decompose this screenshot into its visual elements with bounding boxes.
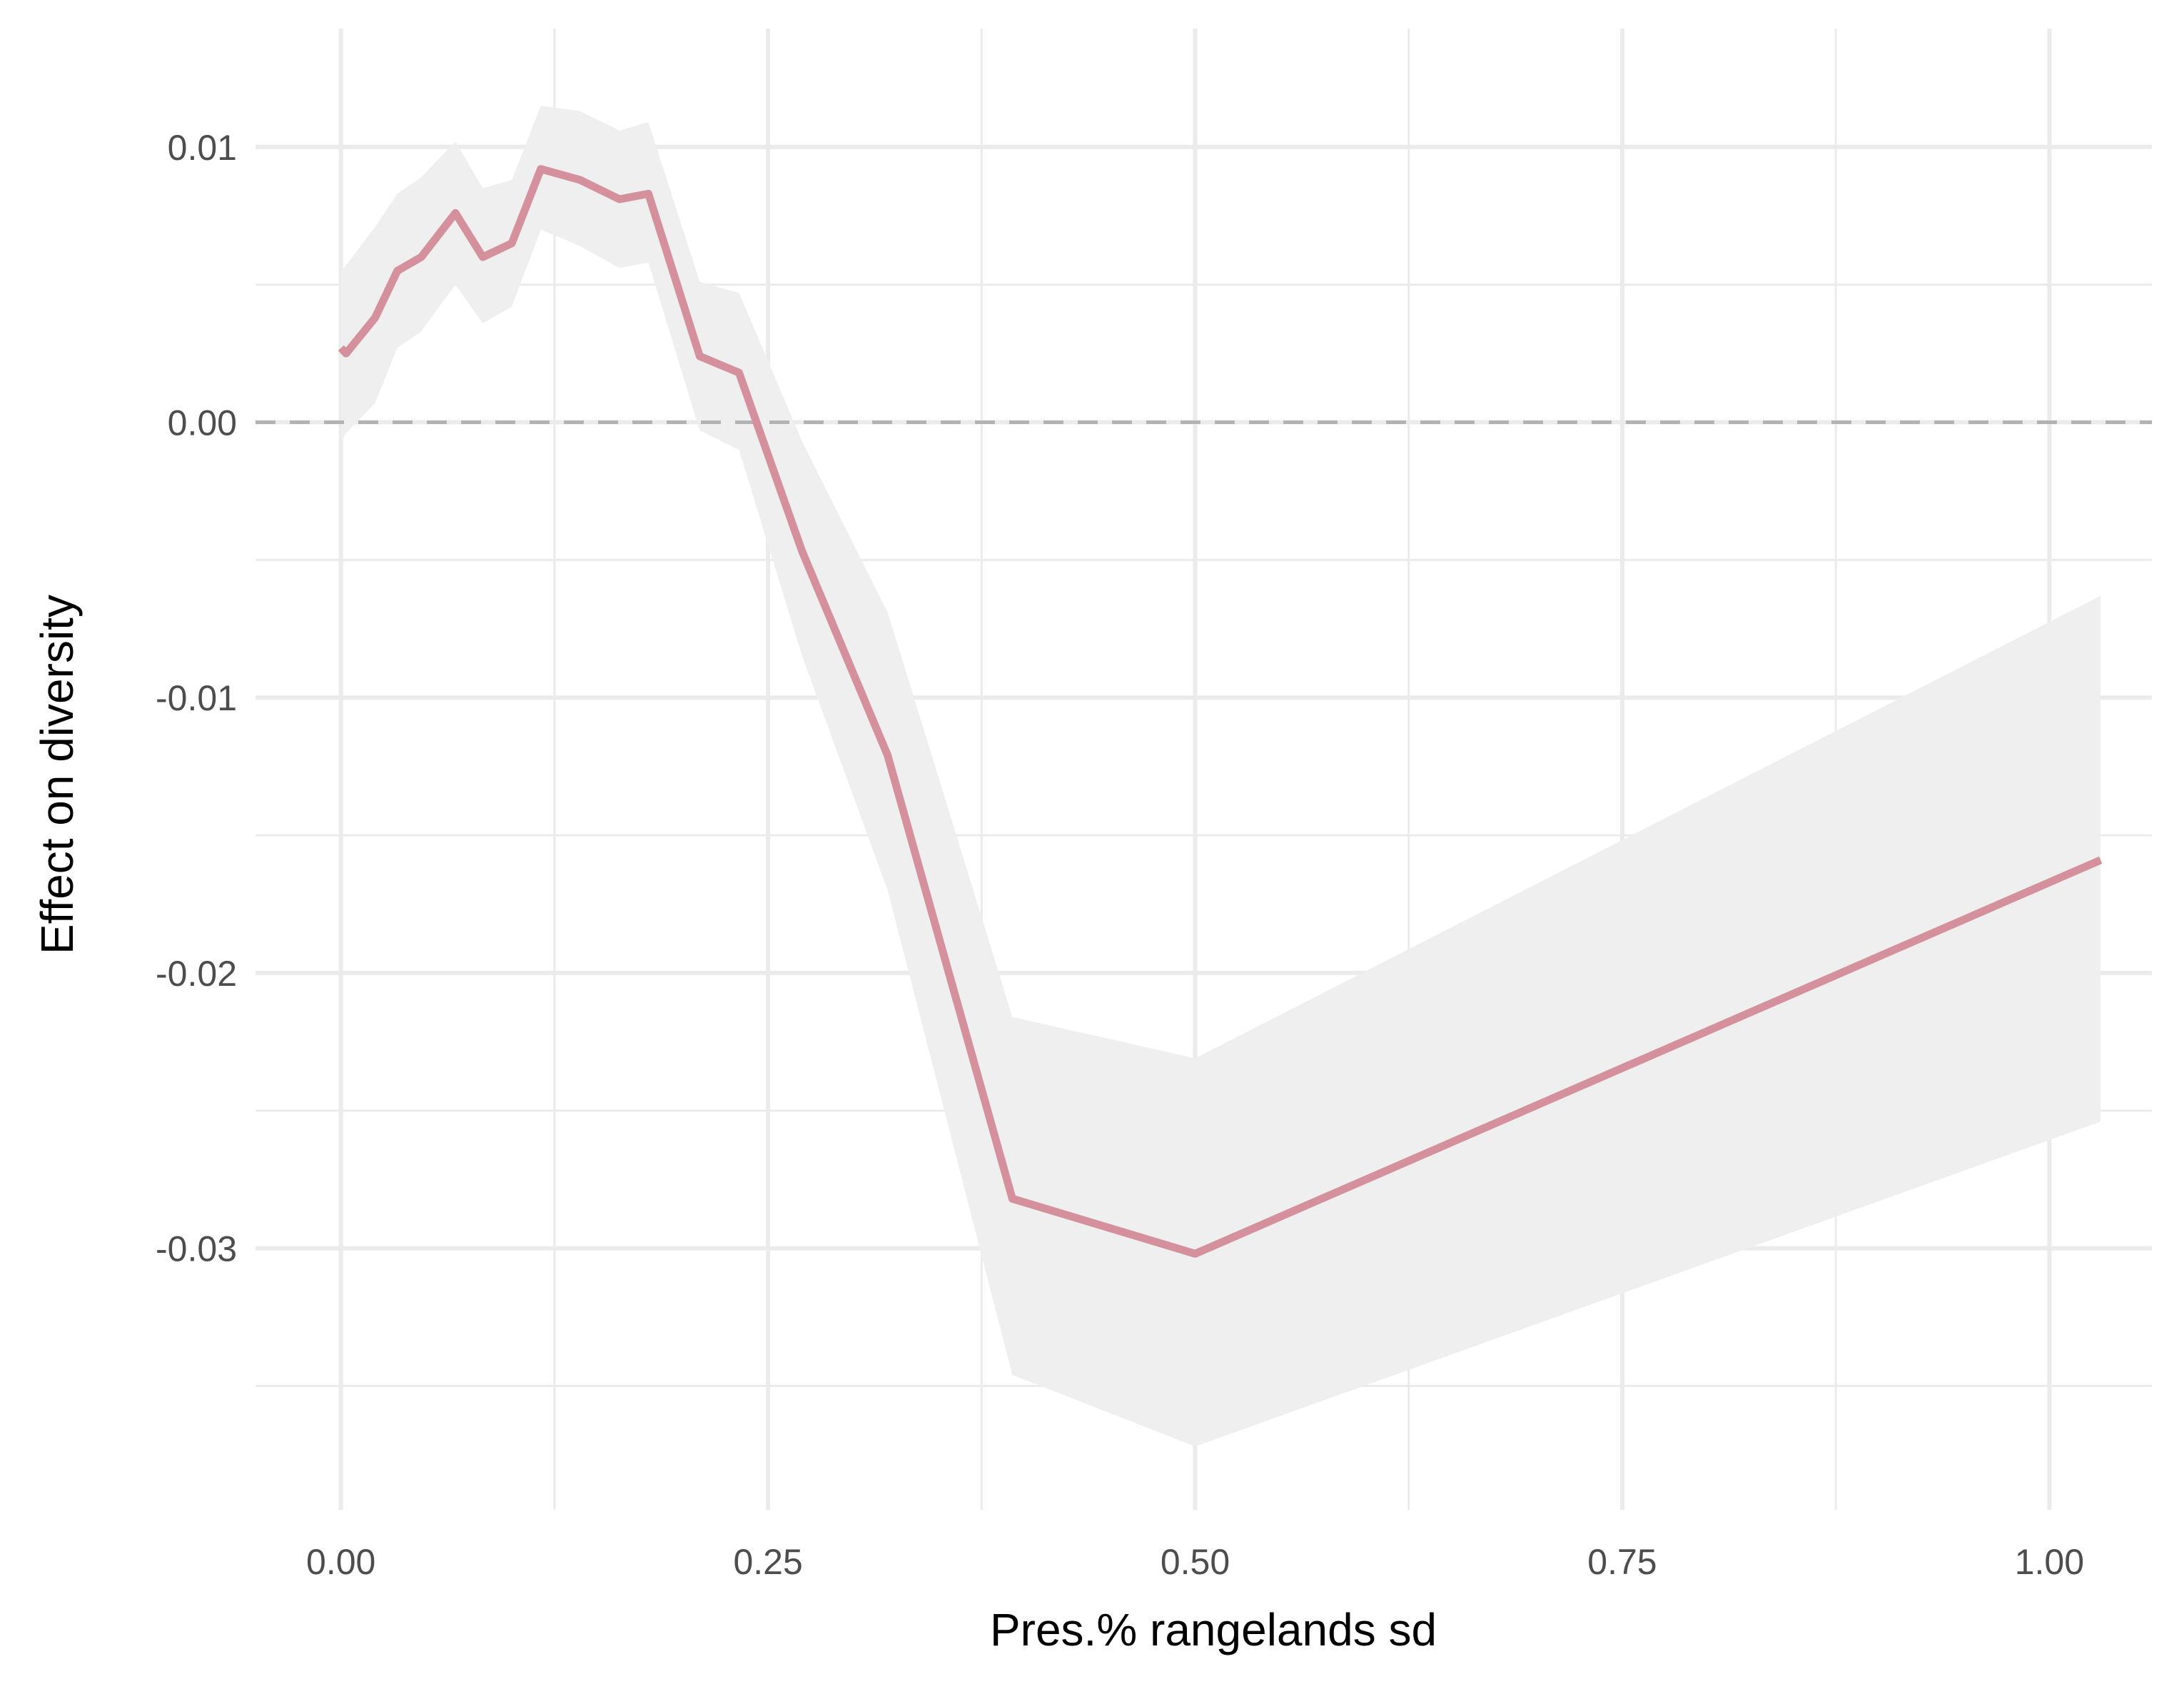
- x-tick-labels: 0.00 0.25 0.50 0.75 1.00: [306, 1542, 2084, 1582]
- y-tick-label: 0.01: [168, 128, 237, 168]
- x-tick-label: 0.50: [1161, 1542, 1230, 1582]
- y-tick-label: -0.03: [156, 1229, 237, 1269]
- x-tick-label: 0.75: [1587, 1542, 1657, 1582]
- x-axis-title: Pres.% rangelands sd: [990, 1604, 1437, 1655]
- y-axis-title: Effect on diversity: [31, 595, 83, 954]
- x-tick-label: 1.00: [2015, 1542, 2084, 1582]
- y-tick-labels: 0.01 0.00 -0.01 -0.02 -0.03: [156, 128, 237, 1269]
- y-tick-label: -0.01: [156, 678, 237, 718]
- y-tick-label: 0.00: [168, 403, 237, 443]
- x-tick-label: 0.25: [733, 1542, 802, 1582]
- confidence-ribbon: [340, 106, 2101, 1447]
- y-tick-label: -0.02: [156, 954, 237, 994]
- series-line-layer: [338, 165, 2103, 1258]
- effect-line: [338, 165, 2103, 1258]
- x-tick-label: 0.00: [306, 1542, 375, 1582]
- confidence-ribbon-layer: [340, 106, 2101, 1447]
